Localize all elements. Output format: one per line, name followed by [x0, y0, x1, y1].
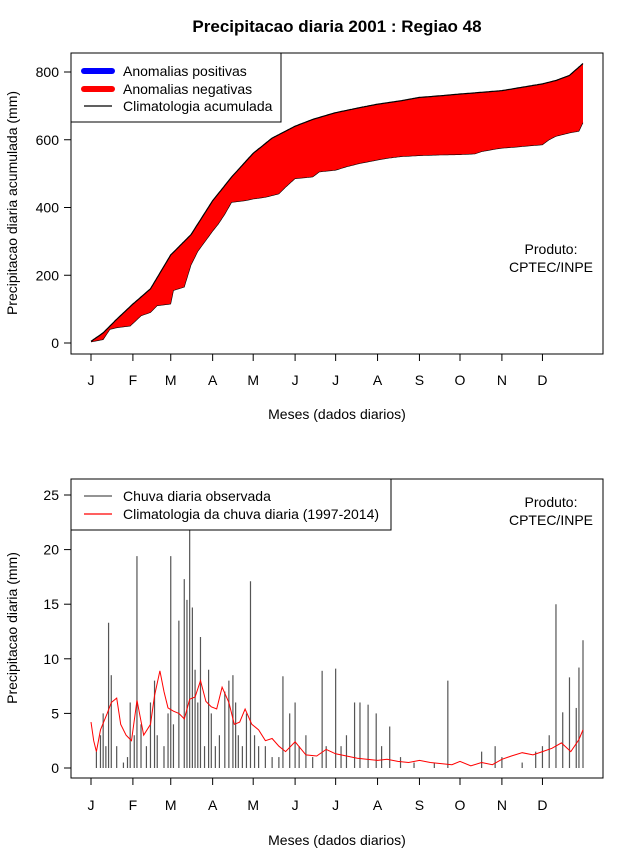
chart-title: Precipitacao diaria 2001 : Regiao 48: [192, 17, 481, 36]
top-y-tick-label: 400: [36, 200, 60, 216]
bottom-x-tick-label: M: [247, 797, 259, 813]
daily-climatology-line: [90, 670, 584, 767]
bottom-y-tick-label: 15: [43, 596, 59, 612]
bottom-y-axis-label: Precipitacao diaria (mm): [4, 552, 20, 704]
legend-label-negative: Anomalias negativas: [123, 81, 252, 97]
top-x-tick-label: M: [247, 372, 259, 388]
bottom-y-tick-label: 20: [43, 542, 59, 558]
bottom-x-tick-label: N: [497, 797, 507, 813]
bottom-y-axis: 0 5 10 15 20 25: [43, 487, 71, 776]
top-y-tick-label: 800: [36, 64, 60, 80]
bottom-x-axis-label: Meses (dados diarios): [268, 832, 406, 848]
observed-accumulated-line: [90, 122, 584, 343]
legend-label-daily-climatology: Climatologia da chuva diaria (1997-2014): [123, 506, 379, 522]
top-x-tick-label: M: [165, 372, 177, 388]
climatology-accumulated-line: [90, 63, 584, 342]
top-x-tick-label: F: [129, 372, 138, 388]
bottom-y-tick-label: 25: [43, 487, 59, 503]
bottom-y-tick-label: 0: [51, 760, 59, 776]
top-x-tick-label: N: [497, 372, 507, 388]
top-y-axis-label: Precipitacao diaria acumulada (mm): [4, 91, 20, 315]
top-y-tick-label: 200: [36, 267, 60, 283]
top-plot-frame: [70, 52, 604, 355]
bottom-x-tick-label: O: [455, 797, 466, 813]
bottom-x-tick-label: A: [373, 797, 383, 813]
bottom-legend: Chuva diaria observada Climatologia da c…: [70, 478, 392, 531]
bottom-x-tick-label: J: [292, 797, 299, 813]
bottom-x-tick-label: D: [537, 797, 547, 813]
bottom-credit-line2: CPTEC/INPE: [509, 512, 593, 528]
top-x-tick-label: A: [373, 372, 383, 388]
negative-anomaly-area: [91, 63, 583, 342]
bottom-x-tick-label: J: [88, 797, 95, 813]
top-legend: Anomalias positivas Anomalias negativas …: [70, 52, 282, 123]
top-x-tick-label: J: [332, 372, 339, 388]
top-y-axis: 0 200 400 600 800: [36, 64, 71, 351]
bottom-credit-line1: Produto:: [525, 494, 578, 510]
top-plot-area: [90, 63, 584, 343]
bottom-y-tick-label: 5: [51, 705, 59, 721]
top-x-tick-label: A: [208, 372, 218, 388]
legend-label-observed: Chuva diaria observada: [123, 488, 271, 504]
bottom-plot-area: [90, 527, 584, 768]
bottom-x-tick-label: J: [332, 797, 339, 813]
bottom-x-tick-label: M: [165, 797, 177, 813]
top-x-tick-label: J: [292, 372, 299, 388]
bottom-panel: 0 5 10 15 20 25 J F M A M J J A S O N D Meses (dados dia…: [4, 478, 604, 848]
top-x-tick-label: O: [455, 372, 466, 388]
bottom-x-tick-label: F: [129, 797, 138, 813]
bottom-legend-box: [70, 478, 392, 531]
top-panel: 0 200 400 600 800 J F M A M J J A S O N D Meses (dados …: [4, 52, 604, 422]
legend-label-climatology: Climatologia acumulada: [123, 98, 273, 114]
top-credit-line2: CPTEC/INPE: [509, 259, 593, 275]
top-x-tick-label: S: [415, 372, 424, 388]
top-credit-line1: Produto:: [525, 241, 578, 257]
legend-label-positive: Anomalias positivas: [123, 63, 247, 79]
bottom-x-tick-label: S: [415, 797, 424, 813]
bottom-x-tick-label: A: [208, 797, 218, 813]
bottom-y-tick-label: 10: [43, 651, 59, 667]
top-x-axis-label: Meses (dados diarios): [268, 406, 406, 422]
top-y-tick-label: 600: [36, 132, 60, 148]
top-y-tick-label: 0: [51, 335, 59, 351]
top-x-tick-label: D: [537, 372, 547, 388]
top-x-tick-label: J: [88, 372, 95, 388]
